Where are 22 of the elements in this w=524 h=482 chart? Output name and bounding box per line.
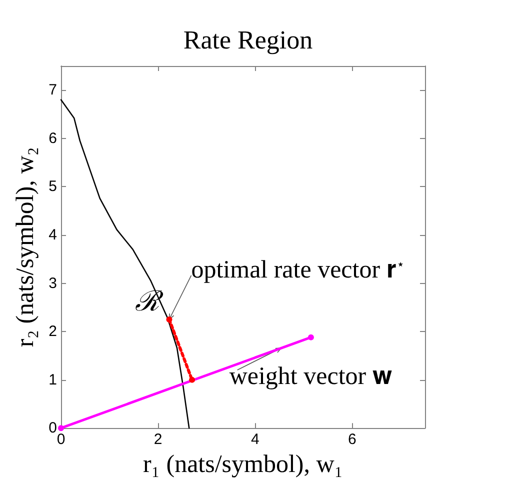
x-tick-label: 4 — [250, 431, 260, 448]
point — [58, 425, 64, 432]
x-axis-title: r₁ (nats/symbol), w₁ — [142, 451, 344, 478]
point — [308, 334, 314, 340]
annotation: ℛ — [135, 286, 164, 318]
y-tick-label: 6 — [48, 130, 57, 147]
x-tick-label: 6 — [348, 431, 356, 448]
y-tick-label: 0 — [48, 420, 57, 437]
annotation: weight vector 𝐰 — [229, 362, 392, 390]
point — [166, 316, 172, 322]
line-series — [60, 99, 190, 429]
y-tick-label: 5 — [48, 178, 57, 196]
annotation: optimal rate vector 𝐫⋆ — [191, 256, 404, 284]
y-tick-label: 2 — [48, 323, 57, 340]
x-tick-label: 2 — [154, 431, 162, 448]
y-tick-label: 4 — [48, 226, 57, 244]
y-tick-label: 1 — [48, 371, 57, 388]
y-tick-label: 3 — [48, 274, 57, 292]
chart-title: Rate Region — [183, 26, 313, 54]
point — [189, 376, 196, 383]
y-tick-label: 7 — [48, 82, 57, 99]
y-axis-title: r₂ (nats/symbol), w₂ — [12, 147, 39, 348]
